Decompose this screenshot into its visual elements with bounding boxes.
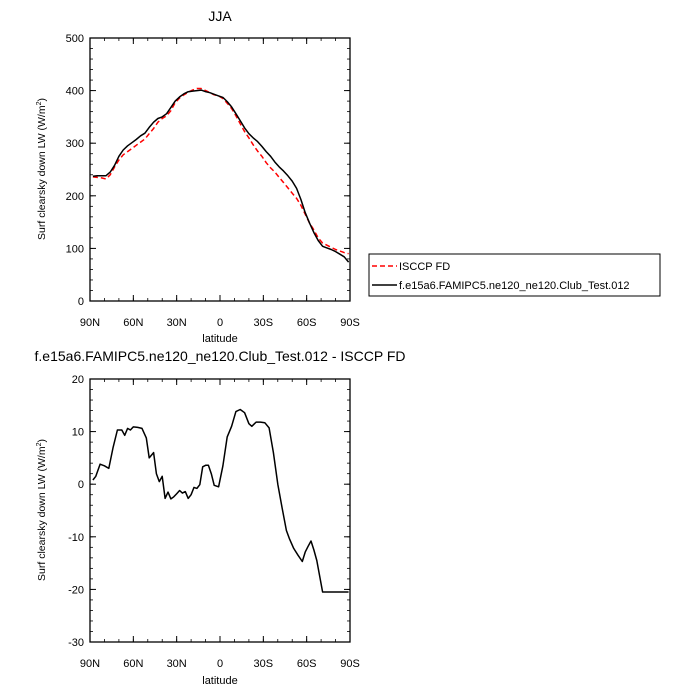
bottom-y-axis-label-close: ) — [36, 439, 48, 443]
top-y-axis-label-main: Surf clearsky down LW (W/m — [36, 105, 48, 240]
top-chart-title: JJA — [208, 8, 232, 24]
bottom-series-line-0 — [92, 408, 349, 593]
bottom-x-tick-label: 60N — [123, 658, 143, 670]
bottom-x-tick-label: 90N — [80, 658, 100, 670]
bottom-x-axis: 90N 60N 30N 0 30S 60S 90S — [80, 379, 360, 670]
top-x-axis: 90N 60N 30N 0 30S 60S 90S — [80, 38, 360, 329]
top-x-tick-label: 60N — [123, 317, 143, 329]
bottom-x-axis-label: latitude — [202, 675, 237, 687]
top-y-axis: 0 100 200 300 400 500 — [66, 33, 350, 308]
top-y-axis-label-sup: 2 — [36, 101, 43, 105]
bottom-x-tick-label: 60S — [297, 658, 317, 670]
legend-label-model: f.e15a6.FAMIPC5.ne120_ne120.Club_Test.01… — [399, 280, 630, 292]
bottom-plot-frame — [89, 378, 351, 643]
top-x-tick-label: 30S — [254, 317, 274, 329]
top-series-group — [92, 87, 350, 263]
top-x-tick-label: 90S — [340, 317, 360, 329]
top-y-axis-label: Surf clearsky down LW (W/m2) — [36, 98, 48, 240]
top-series-line-1 — [92, 89, 350, 263]
top-y-axis-label-close: ) — [36, 98, 48, 102]
bottom-y-axis-label-sup: 2 — [36, 442, 43, 446]
bottom-y-tick-label: 20 — [72, 374, 84, 386]
top-panel: JJA 0 100 200 300 400 500 90N 60N 30N 0 30S 60S 90S… — [36, 8, 360, 345]
bottom-y-tick-label: 0 — [78, 479, 84, 491]
bottom-y-tick-label: -10 — [68, 532, 84, 544]
top-y-tick-label: 100 — [66, 243, 84, 255]
top-x-axis-label: latitude — [202, 333, 237, 345]
bottom-y-tick-label: -30 — [68, 637, 84, 649]
top-y-tick-label: 300 — [66, 138, 84, 150]
top-y-tick-label: 400 — [66, 86, 84, 98]
bottom-x-tick-label: 0 — [217, 658, 223, 670]
bottom-y-tick-label: 10 — [72, 427, 84, 439]
bottom-y-tick-label: -20 — [68, 584, 84, 596]
bottom-x-tick-label: 30S — [254, 658, 274, 670]
legend: ISCCP FD f.e15a6.FAMIPC5.ne120_ne120.Clu… — [368, 253, 661, 297]
top-x-tick-label: 60S — [297, 317, 317, 329]
bottom-x-tick-label: 30N — [167, 658, 187, 670]
bottom-panel: f.e15a6.FAMIPC5.ne120_ne120.Club_Test.01… — [35, 348, 406, 687]
bottom-x-tick-label: 90S — [340, 658, 360, 670]
top-plot-frame — [89, 37, 351, 302]
top-x-tick-label: 90N — [80, 317, 100, 329]
top-x-tick-label: 0 — [217, 317, 223, 329]
legend-label-isccp: ISCCP FD — [399, 261, 450, 273]
legend-box — [368, 253, 661, 297]
top-series-line-0 — [92, 87, 349, 255]
bottom-y-axis-label-main: Surf clearsky down LW (W/m — [36, 446, 48, 581]
bottom-series-group — [92, 408, 349, 593]
top-x-tick-label: 30N — [167, 317, 187, 329]
top-y-tick-label: 200 — [66, 191, 84, 203]
bottom-y-axis: -30 -20 -10 0 10 20 — [68, 374, 350, 649]
top-y-tick-label: 0 — [78, 296, 84, 308]
top-y-tick-label: 500 — [66, 33, 84, 45]
bottom-chart-title: f.e15a6.FAMIPC5.ne120_ne120.Club_Test.01… — [35, 348, 406, 364]
bottom-y-axis-label: Surf clearsky down LW (W/m2) — [36, 439, 48, 581]
